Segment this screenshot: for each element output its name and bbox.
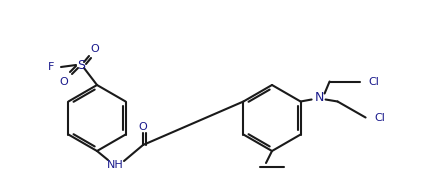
- Text: Cl: Cl: [368, 77, 379, 87]
- Text: O: O: [60, 77, 68, 87]
- Text: Cl: Cl: [374, 112, 385, 122]
- Text: O: O: [91, 44, 99, 54]
- Text: F: F: [48, 62, 54, 72]
- Text: N: N: [315, 91, 324, 104]
- Text: NH: NH: [107, 160, 124, 170]
- Text: S: S: [77, 58, 85, 71]
- Text: O: O: [139, 122, 147, 132]
